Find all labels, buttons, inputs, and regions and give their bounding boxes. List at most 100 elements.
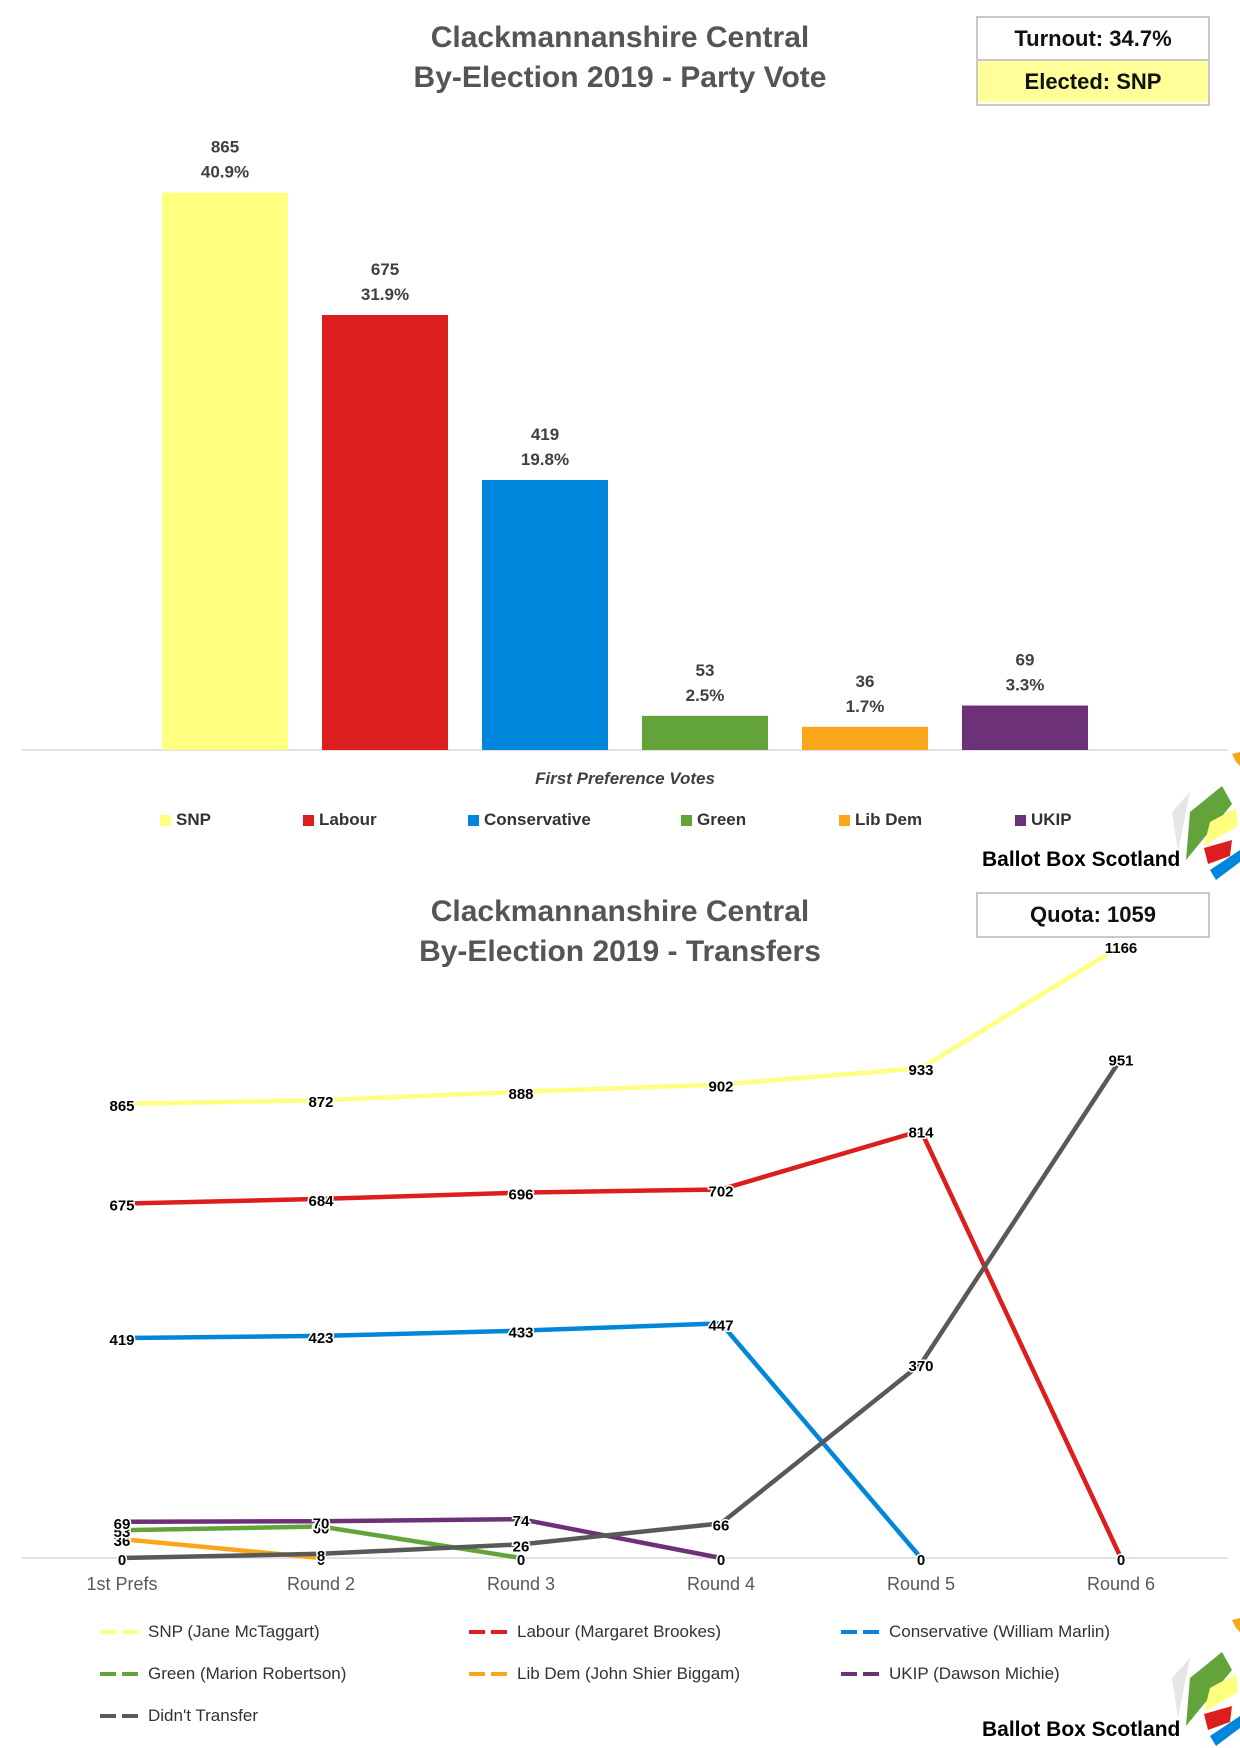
bar-percent-label: 3.3% [1006,676,1045,695]
point-label: 60 [313,1521,330,1538]
series-line [121,943,1123,1107]
series-line [121,1128,1124,1559]
party-vote-panel: Clackmannanshire Central By-Election 201… [22,16,1240,880]
party-legend-item: Lib Dem [839,810,922,830]
point-label: 814 [908,1125,934,1142]
bar-value-label: 675 [371,260,399,279]
legend-swatch [839,814,850,826]
point-label: 447 [708,1317,733,1334]
bar-value-label: 865 [211,138,239,157]
party-legend-item: Labour [303,810,377,830]
series-line [121,1321,923,1560]
point-label: 53 [114,1524,131,1541]
point-label: 0 [917,1552,925,1569]
result-info-box: Turnout: 34.7% Elected: SNP [976,16,1210,106]
x-tick-label: Round 5 [887,1574,955,1594]
legend-label: SNP (Jane McTaggart) [148,1622,320,1641]
point-label: 1166 [1105,940,1138,957]
point-label: 419 [109,1332,134,1349]
legend-line-marker [841,1630,885,1634]
party-chart-title-line2: By-Election 2019 - Party Vote [413,61,827,94]
x-tick-label: Round 4 [687,1574,755,1594]
point-label: 69 [114,1516,131,1533]
bar-lib-dem [802,726,928,750]
brand-label-top: Ballot Box Scotland [982,848,1181,871]
point-label: 70 [313,1515,330,1532]
series-line [121,1516,722,1561]
legend-label: UKIP (Dawson Michie) [889,1664,1060,1683]
transfer-legend-item: SNP (Jane McTaggart) [100,1622,320,1642]
point-label: 951 [1108,1053,1133,1070]
transfer-legend-item: Conservative (William Marlin) [841,1622,1110,1642]
point-label: 66 [713,1517,730,1534]
legend-label: SNP [176,810,211,829]
point-label: 8 [317,1548,325,1565]
legend-line-marker [841,1672,885,1676]
bar-value-label: 419 [531,425,559,444]
point-label: 696 [508,1187,533,1204]
point-label: 0 [118,1552,126,1569]
point-label: 0 [317,1552,325,1569]
bar-ukip [962,705,1088,750]
series-line [121,1057,1123,1561]
transfer-legend-item: Didn't Transfer [100,1706,258,1726]
bar-percent-label: 31.9% [361,285,409,304]
legend-label: Conservative (William Marlin) [889,1622,1111,1641]
bar-x-axis-title: First Preference Votes [535,769,715,788]
point-label: 702 [708,1183,733,1200]
transfers-panel: Clackmannanshire Central By-Election 201… [0,880,1240,1748]
legend-label: Lib Dem (John Shier Biggam) [517,1664,740,1683]
point-label: 433 [508,1325,533,1342]
legend-label: UKIP [1031,810,1072,829]
party-legend-item: SNP [160,810,211,830]
party-legend-item: Green [681,810,746,830]
elected-label: Elected: SNP [978,59,1208,102]
transfers-line-chart: 1st Prefs Round 2 Round 3 Round 4 Round 5 Rou… [22,938,1228,1594]
point-label: 684 [308,1193,334,1210]
legend-label: Labour [319,810,377,829]
point-label: 0 [1117,1552,1125,1569]
quota-info-box: Quota: 1059 [976,892,1210,938]
x-tick-label: Round 3 [487,1574,555,1594]
legend-label: Green (Marion Robertson) [148,1664,347,1683]
legend-swatch [303,814,314,826]
legend-label: Didn't Transfer [148,1706,259,1725]
legend-line-marker [469,1630,513,1634]
point-label: 74 [513,1513,530,1530]
turnout-label: Turnout: 34.7% [1014,26,1172,51]
point-label: 0 [517,1552,525,1569]
legend-line-marker [469,1672,513,1676]
legend-label: Green [697,810,747,829]
bar-labour [322,315,448,750]
transfer-legend-item: Lib Dem (John Shier Biggam) [469,1664,740,1684]
bar-value-label: 69 [1016,651,1035,670]
party-legend-item: Conservative [468,810,591,830]
legend-label: Conservative [484,810,591,829]
legend-label: Labour (Margaret Brookes) [517,1622,722,1641]
ballot-box-logo-bottom [1172,1618,1240,1746]
x-tick-label: Round 6 [1087,1574,1155,1594]
bar-percent-label: 40.9% [201,163,249,182]
legend-swatch [160,814,171,826]
bar-conservative [482,479,608,750]
point-label: 423 [308,1330,333,1347]
point-label: 933 [908,1062,933,1079]
legend-label: Lib Dem [855,810,923,829]
legend-swatch [468,814,479,826]
point-label: 370 [908,1358,933,1375]
legend-line-marker [100,1630,144,1634]
bar-percent-label: 19.8% [521,450,569,469]
point-label: 872 [308,1094,333,1111]
point-label: 36 [114,1533,131,1550]
bar-value-label: 36 [856,672,875,691]
bar-snp [162,192,288,751]
legend-line-marker [100,1672,144,1676]
point-label: 675 [109,1198,134,1215]
legend-swatch [1015,814,1026,826]
bar-green [642,715,768,750]
party-legend-item: UKIP [1015,810,1072,830]
point-label: 902 [708,1078,733,1095]
transfer-chart-title-line2: By-Election 2019 - Transfers [419,935,821,968]
point-label: 26 [513,1538,530,1555]
legend-line-marker [100,1714,144,1718]
